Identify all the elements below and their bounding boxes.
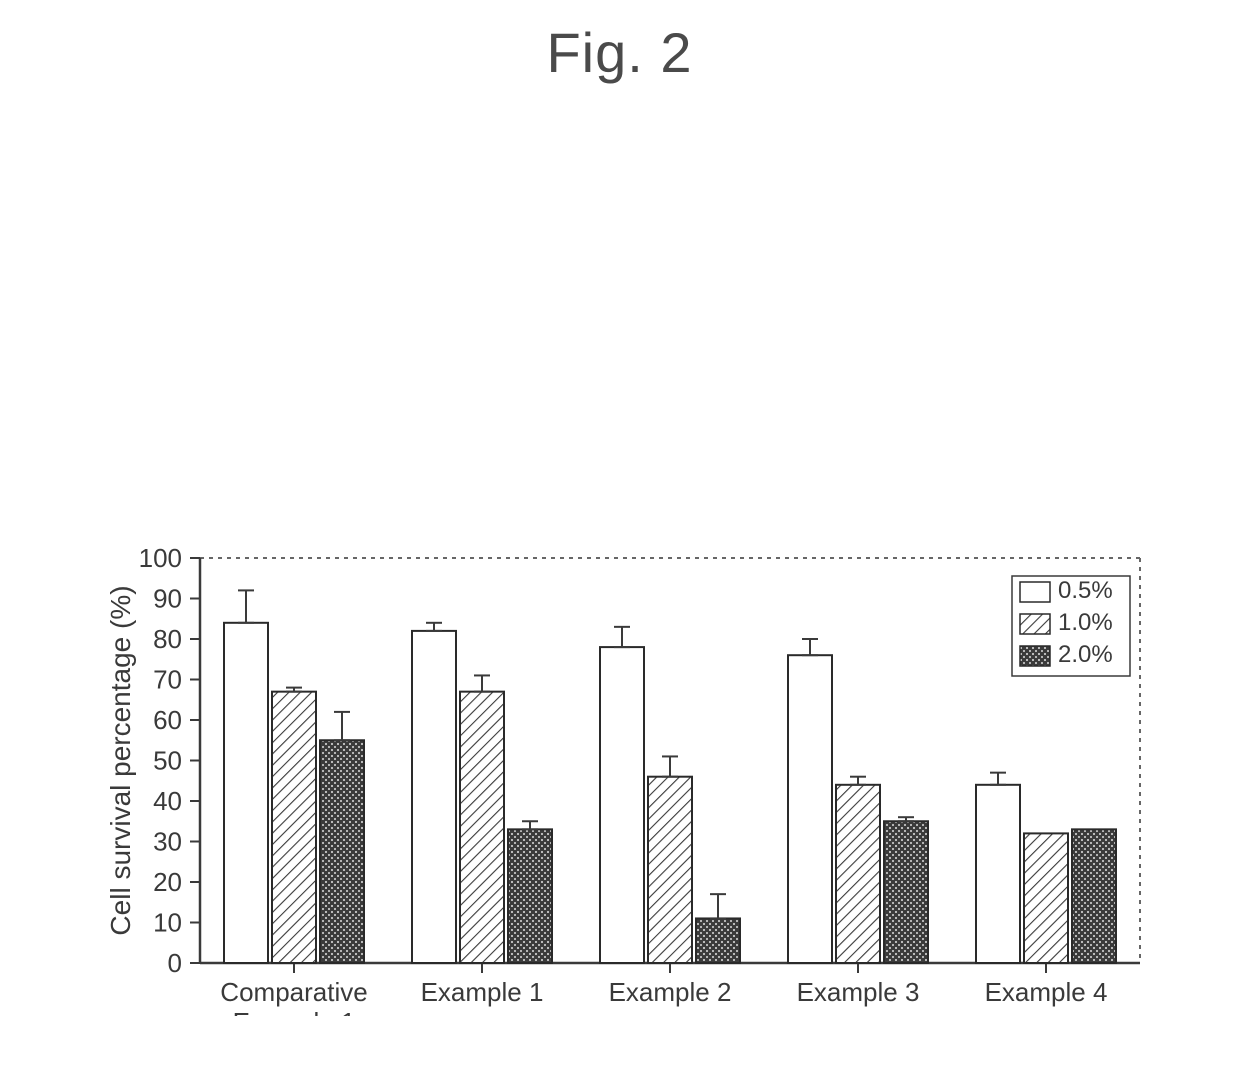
y-tick-label: 30	[153, 827, 182, 857]
bar	[1024, 833, 1068, 963]
y-tick-label: 10	[153, 908, 182, 938]
x-tick-label: Example 1	[421, 977, 544, 1007]
bar-chart: 0 10 20 30 40 50 60 70 80 90 100Cell survival perc…	[95, 546, 1165, 1016]
bar	[460, 692, 504, 963]
x-tick-label: Comparative	[220, 977, 367, 1007]
legend-swatch	[1020, 646, 1050, 666]
bar	[508, 829, 552, 963]
bar	[224, 623, 268, 963]
bar	[272, 692, 316, 963]
legend-label: 0.5%	[1058, 577, 1113, 604]
legend-swatch	[1020, 582, 1050, 602]
bar	[836, 785, 880, 963]
bar	[412, 631, 456, 963]
y-tick-label: 100	[139, 546, 182, 573]
y-tick-label: 80	[153, 624, 182, 654]
y-tick-label: 20	[153, 867, 182, 897]
x-tick-label: Example 4	[985, 977, 1108, 1007]
x-tick-label: Example 3	[797, 977, 920, 1007]
y-tick-label: 50	[153, 746, 182, 776]
bar	[320, 740, 364, 963]
y-tick-label: 0	[168, 948, 182, 978]
x-tick-label-2: Example 1	[233, 1007, 356, 1016]
bar	[976, 785, 1020, 963]
legend: 0.5% 1.0% 2.0%	[1012, 576, 1130, 676]
chart-container: 0 10 20 30 40 50 60 70 80 90 100Cell survival perc…	[95, 546, 1165, 1016]
bar	[648, 777, 692, 963]
y-tick-label: 60	[153, 705, 182, 735]
y-axis-label: Cell survival percentage (%)	[105, 585, 136, 935]
bar	[600, 647, 644, 963]
y-tick-label: 90	[153, 584, 182, 614]
legend-label: 1.0%	[1058, 609, 1113, 636]
bar	[696, 918, 740, 963]
bar	[884, 821, 928, 963]
figure-title: Fig. 2	[0, 20, 1239, 85]
y-tick-label: 70	[153, 665, 182, 695]
y-tick-label: 40	[153, 786, 182, 816]
legend-swatch	[1020, 614, 1050, 634]
bar	[788, 655, 832, 963]
x-tick-label: Example 2	[609, 977, 732, 1007]
bar	[1072, 829, 1116, 963]
legend-label: 2.0%	[1058, 641, 1113, 668]
